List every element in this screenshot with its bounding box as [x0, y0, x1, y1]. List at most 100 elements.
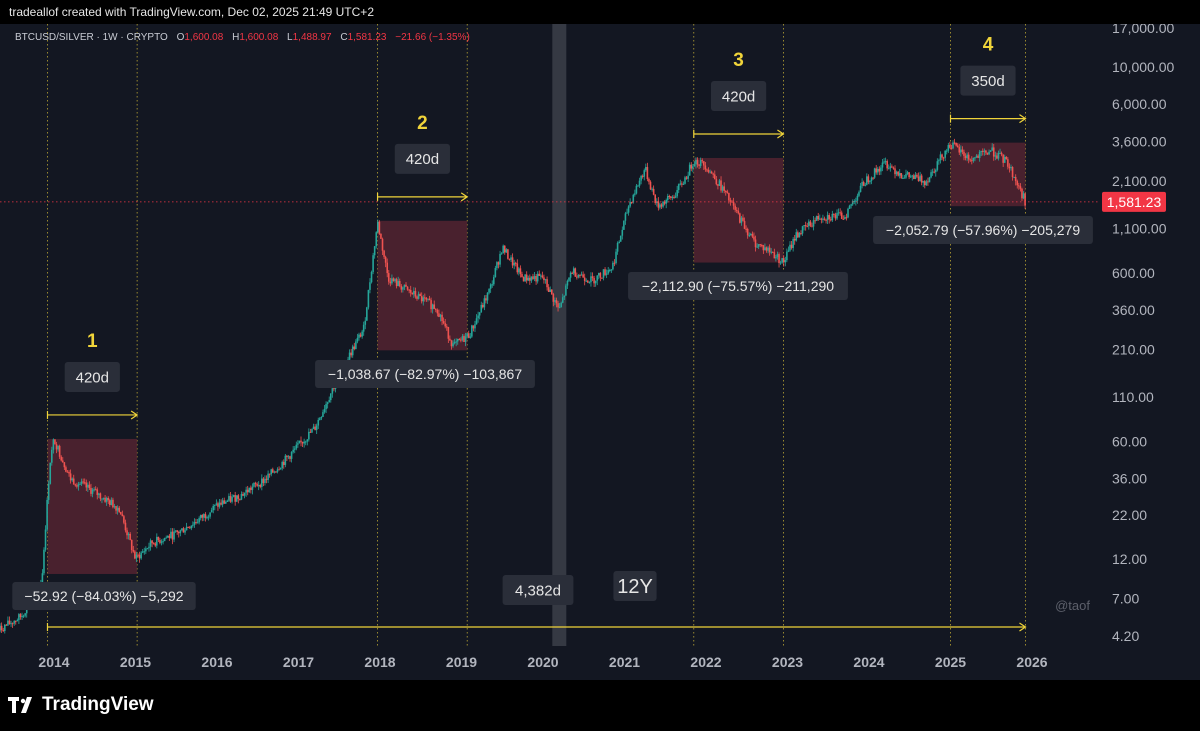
legend-change: −21.66 (−1.35%) [395, 32, 470, 43]
candle-body [464, 336, 467, 342]
candle-body [217, 503, 219, 507]
candle-body [204, 514, 207, 519]
candle-body [166, 535, 169, 538]
candle-body [323, 409, 326, 413]
candle-body [193, 522, 196, 525]
candle-body [558, 307, 561, 309]
candle-body [690, 164, 693, 169]
candle-body [304, 441, 307, 443]
candle-body [560, 302, 562, 308]
cycle-1-stats: −52.92 (−84.03%) −5,292 [24, 588, 183, 604]
x-tick-label: 2021 [609, 654, 640, 670]
candle-body [820, 218, 823, 220]
candle-body [842, 218, 845, 220]
candle-body [49, 462, 52, 484]
candle-body [524, 274, 526, 282]
candle-body [801, 226, 804, 234]
candle-body [151, 540, 153, 544]
candle-body [682, 183, 685, 185]
candle-body [355, 341, 357, 349]
candle-body [884, 161, 887, 163]
candle-body [1000, 152, 1003, 155]
candle-body [916, 174, 918, 177]
candle-body [229, 496, 232, 502]
candle-body [226, 500, 229, 502]
candle-body [499, 253, 501, 265]
candle-body [618, 241, 620, 244]
candle-body [220, 502, 222, 505]
chart-header: tradeallof created with TradingView.com,… [0, 0, 1200, 24]
candle-body [513, 262, 515, 266]
candle-body [74, 484, 77, 486]
candle-body [927, 181, 929, 183]
candle-body [949, 145, 951, 148]
candle-body [206, 517, 208, 519]
candle-body [775, 257, 777, 259]
candle-body [248, 487, 251, 493]
candle-body [179, 530, 182, 534]
candle-body [394, 279, 396, 282]
candle-body [113, 506, 116, 508]
candle-body [677, 184, 680, 191]
candle-body [439, 314, 442, 317]
candle-body [693, 164, 696, 167]
chart-area[interactable]: 420d 1 −52.92 (−84.03%) −5,292 420d 2 −1,038.… [0, 20, 1200, 680]
candle-body [170, 531, 172, 538]
candle-body [146, 548, 149, 550]
candle-body [704, 165, 707, 170]
cycle-2-stats: −1,038.67 (−82.97%) −103,867 [328, 366, 522, 382]
candle-body [928, 177, 931, 183]
candle-body [77, 484, 80, 487]
candle-body [818, 218, 821, 220]
candle-body [814, 220, 816, 222]
candle-body [696, 159, 699, 165]
candle-body [825, 219, 827, 221]
candle-body [306, 439, 309, 442]
candle-body [156, 536, 158, 546]
candle-body [460, 339, 462, 341]
candle-body [397, 280, 399, 287]
candle-body [980, 150, 983, 152]
candle-body [281, 461, 283, 469]
candle-body [329, 393, 332, 401]
tradingview-logo[interactable]: TradingView [8, 692, 154, 718]
legend-close-label: C [340, 32, 348, 43]
y-axis[interactable]: 17,000.00 10,000.00 6,000.00 3,600.00 2,100.… [1102, 20, 1174, 644]
candle-body [417, 294, 420, 299]
candle-body [660, 204, 663, 207]
chart-svg[interactable]: 420d 1 −52.92 (−84.03%) −5,292 420d 2 −1,038.… [0, 20, 1200, 680]
candle-body [268, 473, 271, 475]
candle-body [898, 173, 901, 176]
candle-body [599, 272, 602, 278]
candle-body [154, 543, 157, 546]
candle-body [427, 298, 429, 300]
candle-body [478, 312, 481, 316]
legend-open-label: O [176, 32, 185, 43]
candle-body [235, 495, 238, 502]
candle-body [284, 455, 287, 465]
candle-body [659, 204, 661, 208]
candle-body [803, 225, 805, 227]
candle-body [289, 456, 291, 459]
candle-body [275, 471, 277, 473]
candle-body [278, 469, 280, 471]
legend-symbol: BTCUSD/SILVER · 1W · CRYPTO [15, 32, 168, 43]
candle-body [455, 341, 457, 343]
candle-body [745, 228, 747, 230]
candle-body [145, 548, 147, 552]
candle-body [507, 249, 509, 259]
candle-body [287, 456, 290, 458]
candle-body [616, 243, 619, 252]
candle-body [380, 233, 382, 239]
candle-body [909, 176, 912, 178]
candle-body [503, 245, 506, 253]
candle-body [127, 533, 130, 536]
candle-body [60, 456, 63, 461]
candle-body [492, 277, 495, 285]
x-axis[interactable]: 2014 2015 2016 2017 2018 2019 2020 2021 2022 2023… [38, 654, 1047, 670]
cycle-3-arrow-head [777, 129, 785, 139]
candle-body [798, 233, 801, 238]
candle-body [480, 304, 483, 313]
candle-body [11, 623, 14, 625]
candle-body [739, 213, 741, 223]
